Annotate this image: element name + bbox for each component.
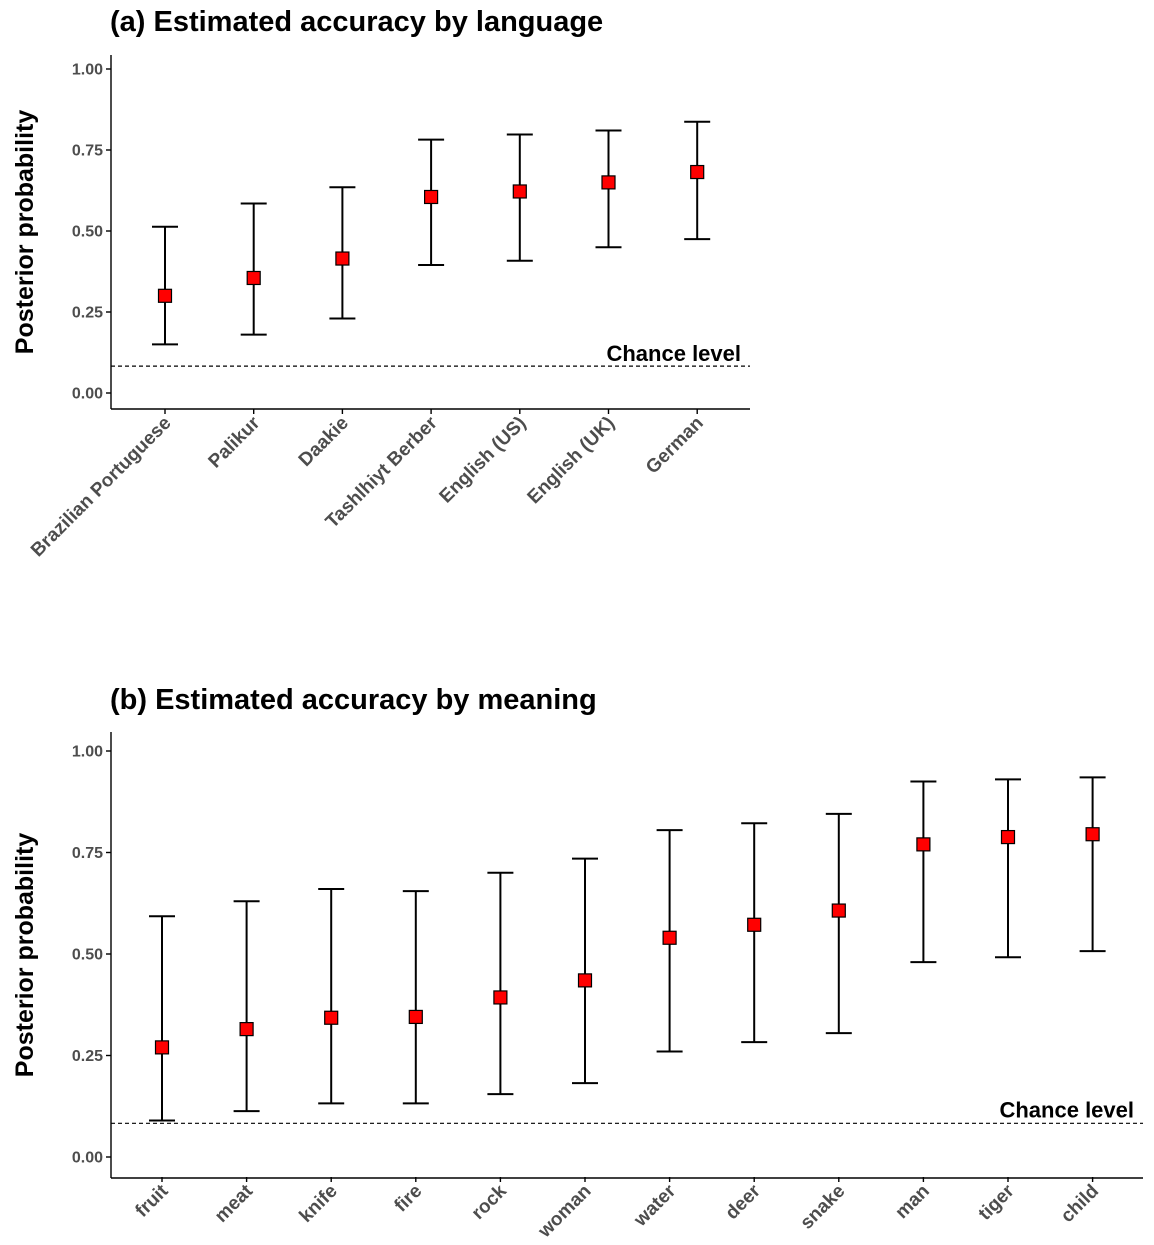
data-point xyxy=(324,1010,339,1025)
data-point xyxy=(601,175,616,190)
data-point xyxy=(335,251,350,266)
data-point xyxy=(662,930,677,945)
data-point xyxy=(154,1040,170,1055)
data-point xyxy=(408,1009,423,1025)
x-tick-label: rock xyxy=(468,1180,512,1224)
y-ticks: 0.00 0.25 0.50 0.75 1.00 xyxy=(72,62,111,403)
x-tick-label: man xyxy=(891,1181,933,1223)
y-tick-label: 0.75 xyxy=(72,143,103,160)
error-bar xyxy=(741,822,768,1044)
data-marks xyxy=(152,120,711,346)
x-tick-label: snake xyxy=(796,1181,849,1234)
y-axis-label: Posterior probability xyxy=(11,110,39,355)
panel-language: (a) Estimated accuracy by language Poste… xyxy=(11,6,750,561)
x-tick-label: meat xyxy=(211,1180,258,1227)
x-tick-label: tiger xyxy=(975,1180,1019,1224)
x-tick-label: English (UK) xyxy=(524,413,619,508)
chart-title: (b) Estimated accuracy by meaning xyxy=(110,684,597,716)
x-tick-label: woman xyxy=(534,1181,596,1240)
x-tick-label: Palikur xyxy=(205,412,265,472)
y-tick-label: 0.25 xyxy=(72,305,103,322)
data-point xyxy=(1000,829,1016,845)
x-tick-labels: fruit meat knife fire rock woman water deer snak… xyxy=(132,1177,1103,1243)
chance-label: Chance level xyxy=(999,1097,1134,1122)
data-point xyxy=(246,270,261,286)
error-bar xyxy=(318,888,345,1105)
data-marks xyxy=(149,776,1106,1122)
y-tick-label: 0.50 xyxy=(72,224,103,241)
x-tick-label: water xyxy=(629,1180,680,1231)
y-tick-label: 0.75 xyxy=(72,845,103,862)
error-bar xyxy=(910,780,937,964)
error-bar xyxy=(684,120,711,241)
data-point xyxy=(577,973,593,988)
error-bar xyxy=(1079,776,1106,953)
error-bar xyxy=(572,857,598,1085)
error-bar xyxy=(402,890,429,1105)
x-tick-label: fruit xyxy=(132,1180,173,1221)
x-tick-labels: Brazilian Portuguese Palikur DaakieTashlhi… xyxy=(27,409,708,561)
error-bar xyxy=(240,202,267,336)
chance-label: Chance level xyxy=(606,341,741,366)
x-tick-label: knife xyxy=(296,1181,342,1227)
error-bar xyxy=(152,225,178,346)
error-bar xyxy=(995,778,1021,959)
data-point xyxy=(1085,827,1100,842)
error-bar xyxy=(233,900,260,1113)
panel-meaning: (b) Estimated accuracy by meaning Poster… xyxy=(11,684,1143,1243)
chart-title: (a) Estimated accuracy by language xyxy=(110,6,603,38)
data-point xyxy=(831,903,846,918)
error-bar xyxy=(487,871,514,1096)
data-point xyxy=(512,184,527,199)
data-point xyxy=(493,990,508,1005)
x-tick-label: child xyxy=(1057,1181,1103,1227)
y-ticks: 0.00 0.25 0.50 0.75 1.00 xyxy=(72,744,111,1167)
error-bar xyxy=(825,812,852,1035)
error-bar xyxy=(149,915,175,1122)
x-tick-label: German xyxy=(642,413,708,479)
x-tick-label: Daakie xyxy=(295,413,353,471)
y-axis-label: Posterior probability xyxy=(11,833,39,1078)
y-tick-label: 1.00 xyxy=(72,744,103,761)
y-tick-label: 1.00 xyxy=(72,62,103,79)
data-point xyxy=(157,288,173,303)
x-tick-label: Brazilian Portuguese xyxy=(27,413,175,561)
x-tick-label: English (US) xyxy=(436,413,531,508)
data-point xyxy=(747,917,762,932)
data-point xyxy=(690,164,705,180)
data-point xyxy=(916,837,931,852)
y-tick-label: 0.25 xyxy=(72,1048,103,1065)
y-tick-label: 0.00 xyxy=(72,1150,103,1167)
x-tick-label: fire xyxy=(391,1181,427,1217)
y-tick-label: 0.00 xyxy=(72,386,103,403)
data-point xyxy=(239,1022,254,1037)
data-point xyxy=(424,189,439,205)
y-tick-label: 0.50 xyxy=(72,947,103,964)
x-tick-label: deer xyxy=(722,1180,766,1224)
